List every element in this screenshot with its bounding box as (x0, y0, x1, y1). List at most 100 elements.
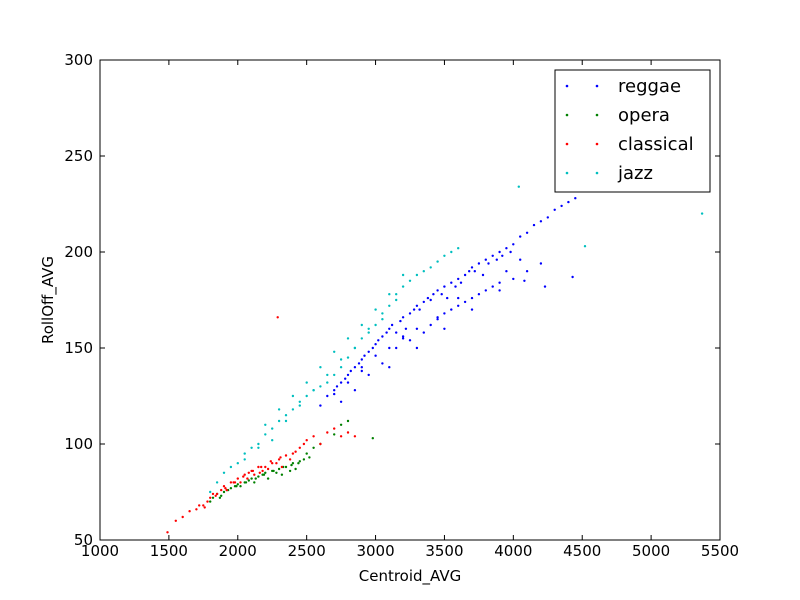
data-point-reggae (481, 273, 485, 277)
data-point-reggae (422, 300, 425, 304)
data-point-reggae (505, 247, 508, 250)
data-point-reggae (385, 331, 388, 334)
data-point-jazz (333, 373, 336, 377)
y-tick-label: 200 (64, 243, 93, 261)
data-point-opera (288, 469, 292, 473)
series-jazz (209, 185, 704, 494)
data-point-jazz (209, 490, 212, 494)
data-point-classical (229, 481, 233, 484)
data-point-classical (247, 471, 250, 474)
data-point-reggae (412, 308, 416, 311)
data-point-classical (222, 485, 226, 488)
data-point-classical (333, 427, 336, 430)
data-point-reggae (443, 312, 446, 315)
data-point-jazz (450, 250, 453, 254)
data-point-reggae (399, 319, 402, 323)
data-point-reggae (523, 279, 526, 282)
data-point-jazz (408, 279, 412, 282)
data-point-classical (284, 454, 288, 457)
data-point-reggae (357, 362, 361, 365)
data-point-reggae (519, 258, 522, 261)
data-point-jazz (271, 427, 274, 430)
data-point-classical (253, 473, 256, 476)
data-point-opera (312, 446, 315, 449)
x-tick-label: 4500 (563, 542, 601, 560)
data-point-reggae (457, 277, 460, 281)
data-point-jazz (700, 212, 704, 215)
data-point-jazz (250, 446, 253, 449)
data-point-opera (339, 423, 343, 426)
data-point-reggae (415, 327, 419, 330)
data-point-jazz (298, 400, 301, 403)
data-point-reggae (574, 197, 577, 200)
legend-item-classical: classical (565, 134, 694, 155)
data-point-reggae (477, 293, 481, 296)
data-point-reggae (353, 366, 357, 369)
data-point-reggae (381, 362, 384, 365)
data-point-reggae (470, 308, 474, 311)
data-point-jazz (429, 266, 432, 269)
data-point-jazz (517, 185, 520, 188)
data-point-jazz (583, 245, 587, 248)
data-point-reggae (401, 337, 405, 340)
data-point-classical (203, 506, 206, 509)
data-point-reggae (491, 285, 494, 288)
data-point-classical (280, 465, 284, 469)
legend-label: classical (618, 134, 694, 155)
legend-marker (565, 113, 569, 117)
data-point-classical (239, 481, 242, 484)
data-point-reggae (339, 400, 343, 403)
data-point-classical (326, 431, 329, 434)
data-point-reggae (519, 235, 522, 238)
data-point-reggae (408, 312, 412, 315)
data-point-opera (244, 481, 248, 484)
data-point-opera (220, 494, 223, 497)
data-point-reggae (367, 373, 370, 377)
data-point-jazz (367, 331, 370, 334)
data-point-opera (272, 469, 275, 473)
plot-area-frame (99, 59, 721, 541)
data-point-jazz (422, 270, 425, 273)
data-point-jazz (271, 439, 274, 442)
y-tick-label: 50 (74, 531, 93, 549)
data-point-jazz (333, 350, 336, 353)
data-point-classical (243, 473, 246, 476)
data-point-jazz (415, 273, 419, 277)
data-point-reggae (567, 200, 570, 204)
data-point-jazz (381, 312, 384, 315)
series-classical (166, 316, 357, 534)
data-point-opera (302, 458, 306, 461)
data-point-jazz (395, 298, 398, 302)
data-point-jazz (319, 366, 322, 369)
data-point-jazz (277, 419, 281, 423)
data-point-jazz (326, 381, 329, 384)
y-tick-label: 250 (64, 147, 93, 165)
data-point-classical (224, 487, 227, 490)
data-point-reggae (463, 300, 467, 304)
legend-label: reggae (618, 76, 681, 97)
data-point-reggae (360, 366, 363, 369)
data-point-jazz (284, 414, 288, 417)
data-point-jazz (319, 385, 322, 388)
data-point-classical (257, 465, 260, 469)
data-point-classical (261, 469, 264, 473)
data-point-reggae (390, 323, 394, 327)
data-point-reggae (388, 346, 391, 350)
legend-box (554, 69, 711, 193)
data-point-classical (353, 435, 357, 438)
legend-marker (595, 171, 599, 175)
data-point-jazz (291, 394, 295, 398)
data-point-classical (266, 467, 270, 471)
data-point-classical (277, 458, 281, 461)
data-point-reggae (457, 296, 460, 300)
data-point-classical (271, 462, 274, 465)
data-point-opera (294, 467, 297, 471)
x-tick-label: 1500 (150, 542, 188, 560)
data-point-opera (235, 485, 238, 488)
data-point-classical (198, 504, 201, 507)
data-point-reggae (346, 381, 350, 384)
data-point-reggae (422, 331, 425, 334)
data-point-jazz (367, 327, 370, 330)
data-point-reggae (457, 304, 460, 307)
data-point-reggae (450, 281, 453, 284)
